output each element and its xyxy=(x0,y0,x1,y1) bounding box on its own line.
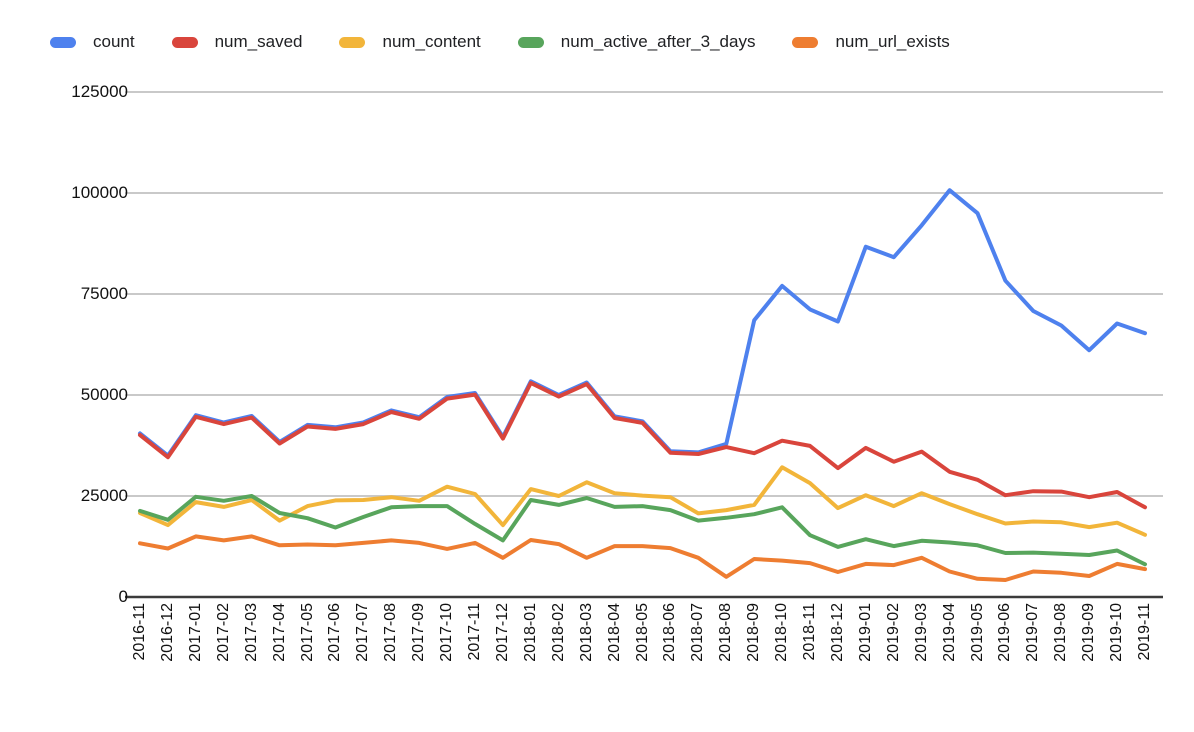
x-tick-label: 2017-07 xyxy=(354,603,372,662)
series-line-num_saved xyxy=(138,380,1147,510)
x-tick-label: 2017-11 xyxy=(466,603,483,661)
y-tick-label: 100000 xyxy=(71,183,128,202)
x-tick-label: 2018-04 xyxy=(605,603,623,662)
x-tick-label: 2018-11 xyxy=(801,603,818,661)
x-tick-label: 2018-10 xyxy=(773,603,791,662)
legend-item-count[interactable]: count xyxy=(50,32,135,52)
x-tick-label: 2017-06 xyxy=(326,603,344,662)
x-tick-label: 2019-09 xyxy=(1080,603,1098,662)
x-tick-label: 2019-07 xyxy=(1024,603,1042,662)
series-line-count xyxy=(138,188,1147,458)
legend-swatch-icon xyxy=(50,36,76,48)
legend-label: num_saved xyxy=(214,32,303,51)
legend-label: count xyxy=(93,32,135,51)
x-tick-label: 2016-12 xyxy=(158,603,176,662)
legend-item-num_url_exists[interactable]: num_url_exists xyxy=(792,32,950,52)
x-tick-label: 2018-09 xyxy=(745,603,763,662)
x-tick-label: 2017-03 xyxy=(242,603,260,662)
x-tick-label: 2017-04 xyxy=(270,603,288,662)
legend-item-num_content[interactable]: num_content xyxy=(339,32,481,52)
x-tick-label: 2019-02 xyxy=(884,603,902,662)
x-tick-label: 2018-12 xyxy=(828,603,846,662)
x-tick-label: 2018-05 xyxy=(633,603,651,662)
y-tick-label: 125000 xyxy=(71,82,128,101)
legend-swatch-icon xyxy=(339,36,366,48)
x-tick-label: 2019-04 xyxy=(940,603,958,662)
x-tick-label: 2017-09 xyxy=(410,603,428,662)
legend-swatch-icon xyxy=(171,36,198,48)
legend-label: num_url_exists xyxy=(835,32,950,51)
legend-swatch-icon xyxy=(517,36,544,48)
legend-label: num_active_after_3_days xyxy=(560,32,756,51)
series-line-num_active_after_3_days xyxy=(138,494,1147,567)
x-tick-label: 2019-05 xyxy=(968,603,986,662)
x-tick-label: 2019-10 xyxy=(1108,603,1126,662)
x-tick-label: 2017-08 xyxy=(382,603,400,662)
series-line-num_content xyxy=(138,465,1147,537)
x-tick-label: 2017-10 xyxy=(438,603,456,662)
legend-item-num_active_after_3_days[interactable]: num_active_after_3_days xyxy=(517,32,756,52)
x-tick-label: 2018-07 xyxy=(689,603,707,662)
legend-swatch-icon xyxy=(792,36,819,48)
legend-label: num_content xyxy=(382,32,481,51)
x-tick-label: 2016-11 xyxy=(131,603,148,661)
legend-item-num_saved[interactable]: num_saved xyxy=(171,32,303,52)
x-tick-label: 2018-01 xyxy=(521,603,539,662)
x-tick-label: 2017-02 xyxy=(214,603,232,662)
x-tick-label: 2019-08 xyxy=(1052,603,1070,662)
x-tick-label: 2018-06 xyxy=(661,603,679,662)
x-tick-label: 2018-03 xyxy=(577,603,595,662)
x-tick-label: 2018-08 xyxy=(717,603,735,662)
x-tick-label: 2019-06 xyxy=(996,603,1014,662)
x-tick-label: 2017-12 xyxy=(493,603,511,662)
y-tick-label: 50000 xyxy=(80,385,128,404)
x-tick-label: 2019-11 xyxy=(1136,603,1153,661)
chart-legend: count num_saved num_content num_active_afte… xyxy=(50,32,950,52)
y-tick-label: 75000 xyxy=(80,284,128,303)
x-tick-label: 2017-01 xyxy=(186,603,204,662)
y-tick-label: 0 xyxy=(118,587,128,606)
x-tick-label: 2018-02 xyxy=(549,603,567,662)
x-tick-label: 2019-03 xyxy=(912,603,930,662)
y-tick-label: 25000 xyxy=(80,486,128,505)
series-line-num_url_exists xyxy=(138,534,1147,582)
x-tick-label: 2017-05 xyxy=(298,603,316,662)
x-tick-label: 2019-01 xyxy=(856,603,874,662)
